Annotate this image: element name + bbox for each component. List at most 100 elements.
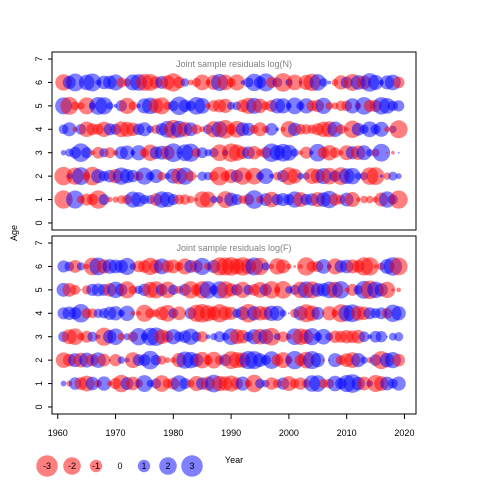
panel-logN: 0 1 2 3 4 5 6 7 Joint sample residuals log(N) <box>34 51 417 231</box>
residual-bubble <box>322 359 325 362</box>
residual-bubble <box>287 168 303 184</box>
y-tick-label: 2 <box>34 174 44 179</box>
residual-bubble <box>196 147 208 159</box>
residual-bubble <box>153 97 171 115</box>
x-tick-label: 2020 <box>394 428 414 438</box>
bubbles <box>54 73 408 209</box>
residual-bubble <box>117 356 126 364</box>
x-tick-label: 2000 <box>279 428 299 438</box>
residual-bubble <box>199 191 217 208</box>
residual-bubble <box>130 310 136 316</box>
x-tick-label: 2010 <box>337 428 357 438</box>
residual-bubble <box>185 170 196 182</box>
panel-logF: 0 1 2 3 4 5 6 7 Joint sample residuals log(F) <box>34 235 417 415</box>
residual-bubble <box>389 257 408 276</box>
residual-bubble <box>351 353 366 368</box>
residual-bubble <box>60 96 79 115</box>
y-tick-label: 3 <box>34 150 44 155</box>
residual-bubble <box>76 262 86 271</box>
residual-bubble <box>316 259 331 274</box>
residual-bubble <box>261 262 270 271</box>
residual-bubble <box>365 195 374 204</box>
residual-bubble <box>194 98 211 114</box>
legend-bubble <box>89 459 103 473</box>
residual-bubble <box>60 380 67 387</box>
x-tick-label: 1990 <box>221 428 241 438</box>
legend: -3 -2 -1 0 1 2 3 <box>36 455 203 477</box>
residual-bubble <box>356 145 372 161</box>
residual-bubble <box>286 97 304 115</box>
residual-bubble <box>210 195 218 204</box>
residual-bubble <box>247 145 261 160</box>
y-tick-label: 0 <box>34 404 44 409</box>
residual-bubble <box>332 281 350 299</box>
residual-bubble <box>119 145 135 160</box>
residual-bubble <box>164 357 171 364</box>
legend-label: 3 <box>189 461 194 471</box>
residual-bubble <box>335 124 346 135</box>
residual-bubble <box>191 124 202 135</box>
residual-bubble <box>253 122 267 137</box>
residual-bubble <box>104 147 116 159</box>
residual-bubble <box>180 78 190 87</box>
residual-bubble <box>277 331 289 343</box>
residual-bubble <box>218 98 233 113</box>
residual-bubble <box>118 97 136 115</box>
residual-bubble <box>360 356 368 364</box>
residual-bubble <box>245 167 263 185</box>
y-tick-label: 1 <box>34 381 44 386</box>
y-tick-label: 6 <box>34 264 44 269</box>
residual-bubble <box>135 167 154 185</box>
x-axis-label: Year <box>225 455 243 465</box>
residual-bubble <box>357 376 371 391</box>
residual-bubble <box>391 288 395 292</box>
residual-bubble <box>366 167 385 186</box>
residual-bubble <box>286 74 303 91</box>
legend-bubble <box>181 455 203 477</box>
residual-bubble <box>325 101 334 110</box>
residual-bubble <box>205 334 211 340</box>
residual-bubble <box>186 195 195 204</box>
residual-bubble <box>315 328 332 345</box>
residual-bubble <box>358 331 370 343</box>
residual-bubble <box>85 376 100 391</box>
y-tick-label: 3 <box>34 334 44 339</box>
legend-bubble <box>137 459 151 473</box>
legend-label: 2 <box>165 461 170 471</box>
residual-bubble <box>389 120 408 139</box>
residual-bubble <box>87 331 98 342</box>
x-axis: 1960 1970 1980 1990 2000 2010 2020 <box>48 413 414 438</box>
residual-bubble <box>193 257 211 275</box>
residual-bubble <box>356 197 361 202</box>
residual-bubble <box>384 126 391 133</box>
residual-bubble <box>319 78 328 87</box>
residual-bubble <box>273 73 293 92</box>
residual-bubble <box>290 148 299 157</box>
residual-bubble <box>62 122 77 137</box>
residual-bubble <box>79 288 82 291</box>
residual-bubble <box>66 190 85 209</box>
residual-bubble <box>354 172 362 180</box>
residual-bubble <box>311 306 325 320</box>
residual-bubble <box>83 73 102 92</box>
residual-bubble <box>372 143 391 162</box>
residual-bubble <box>60 149 67 156</box>
bubbles <box>55 257 408 393</box>
y-tick-label: 1 <box>34 197 44 202</box>
residual-bubble <box>287 312 290 315</box>
residual-bubble <box>196 331 208 343</box>
residual-bubble <box>251 257 269 276</box>
residual-bubble <box>116 77 127 88</box>
residual-bubble <box>373 264 378 269</box>
residual-bubble <box>286 263 292 270</box>
residual-bubble <box>344 167 361 185</box>
residual-bubble <box>309 74 327 91</box>
residual-bubble <box>397 151 400 154</box>
legend-label: 1 <box>141 461 146 471</box>
residual-bubble <box>108 306 123 321</box>
residual-bubble <box>255 378 265 389</box>
residual-bubble <box>128 101 138 111</box>
residual-bubble <box>300 146 313 159</box>
residual-bubble <box>344 192 360 208</box>
